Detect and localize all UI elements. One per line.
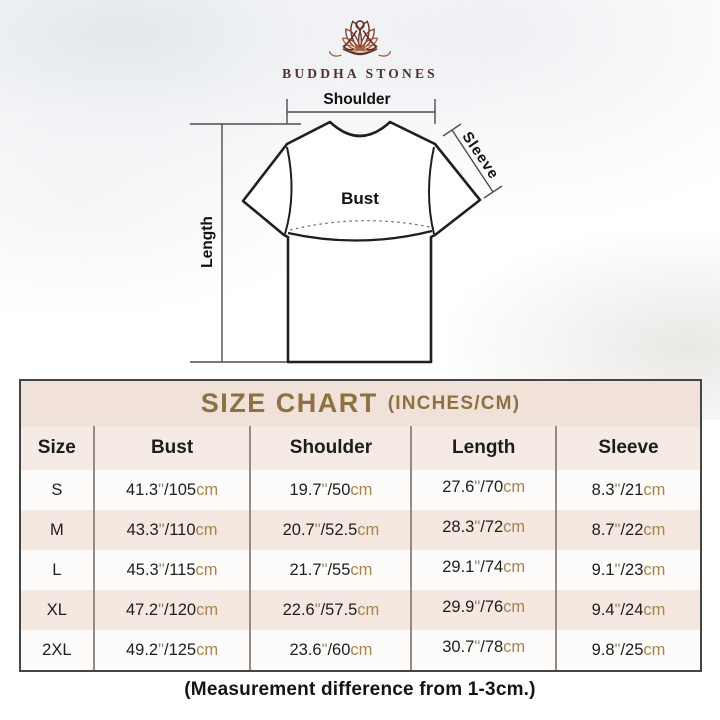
measurement-note: (Measurement difference from 1-3cm.) — [184, 679, 536, 700]
column-header-bust: Bust — [93, 426, 252, 470]
shoulder-cell: 21.7"/55cm — [250, 550, 413, 590]
size-cell: S — [21, 470, 95, 510]
size-cell: L — [21, 550, 95, 590]
lotus-meditation-icon — [328, 20, 392, 57]
sleeve-cell: 9.4"/24cm — [591, 600, 666, 619]
bust-cell: 41.3"/105cm — [93, 470, 252, 510]
size-chart-title-band: SIZE CHART (INCHES/CM) — [21, 381, 700, 426]
sleeve-label: Sleeve — [458, 129, 502, 183]
brand-logo: BUDDHA STONES — [0, 10, 720, 82]
shoulder-label: Shoulder — [323, 91, 390, 108]
size-row-2XL: 2XL 49.2"/125cm 23.6"/60cm 30.7"/78cm 9.8"/2… — [21, 630, 700, 670]
size-row-XL: XL 47.2"/120cm 22.6"/57.5cm 29.9"/76cm 9.4"/… — [21, 590, 700, 630]
size-chart-units: (INCHES/CM) — [387, 392, 521, 414]
shoulder-cell: 23.6"/60cm — [250, 630, 413, 670]
length-cell: 29.1"/74cm — [411, 550, 558, 590]
size-row-L: L 45.3"/115cm 21.7"/55cm 29.1"/74cm 9.1"/23c… — [21, 550, 700, 590]
size-cell: M — [21, 510, 95, 550]
size-table-header-row: Size Bust Shoulder Length Sleeve — [21, 426, 700, 470]
column-header-size: Size — [21, 426, 95, 470]
tshirt-measurement-diagram: Shoulder Bust Length Sleeve — [140, 85, 560, 382]
sleeve-cell: 8.3"/21cm — [591, 480, 666, 499]
size-chart: SIZE CHART (INCHES/CM) Size Bust Shoulde… — [19, 379, 702, 672]
size-row-S: S 41.3"/105cm 19.7"/50cm 27.6"/70cm 8.3"/21c… — [21, 470, 700, 510]
length-cell: 30.7"/78cm — [411, 630, 558, 670]
bust-cell: 45.3"/115cm — [93, 550, 252, 590]
size-row-M: M 43.3"/110cm 20.7"/52.5cm 28.3"/72cm 8.7"/2… — [21, 510, 700, 550]
shoulder-cell: 20.7"/52.5cm — [250, 510, 413, 550]
bust-label: Bust — [341, 189, 379, 208]
sleeve-cell: 8.7"/22cm — [591, 520, 666, 539]
length-cell: 27.6"/70cm — [411, 470, 558, 510]
size-cell: 2XL — [21, 630, 95, 670]
sleeve-cell: 9.8"/25cm — [591, 640, 666, 659]
column-header-sleeve: Sleeve — [556, 426, 700, 470]
size-table: Size Bust Shoulder Length Sleeve S 41.3"/… — [21, 426, 700, 670]
sleeve-cell: 9.1"/23cm — [591, 560, 666, 579]
length-label: Length — [199, 216, 216, 268]
brand-name: BUDDHA STONES — [282, 66, 438, 81]
shoulder-cell: 22.6"/57.5cm — [250, 590, 413, 630]
length-cell: 28.3"/72cm — [411, 510, 558, 550]
tshirt-diagram-svg: Shoulder Bust Length Sleeve — [190, 91, 502, 364]
column-header-length: Length — [411, 426, 558, 470]
size-chart-title: SIZE CHART — [200, 388, 378, 418]
column-header-shoulder: Shoulder — [250, 426, 413, 470]
bust-cell: 47.2"/120cm — [93, 590, 252, 630]
bust-cell: 49.2"/125cm — [93, 630, 252, 670]
length-cell: 29.9"/76cm — [411, 590, 558, 630]
size-cell: XL — [21, 590, 95, 630]
tshirt-outline — [241, 120, 482, 364]
size-table-body: S 41.3"/105cm 19.7"/50cm 27.6"/70cm 8.3"/21c… — [21, 470, 700, 670]
bust-cell: 43.3"/110cm — [93, 510, 252, 550]
shoulder-cell: 19.7"/50cm — [250, 470, 413, 510]
